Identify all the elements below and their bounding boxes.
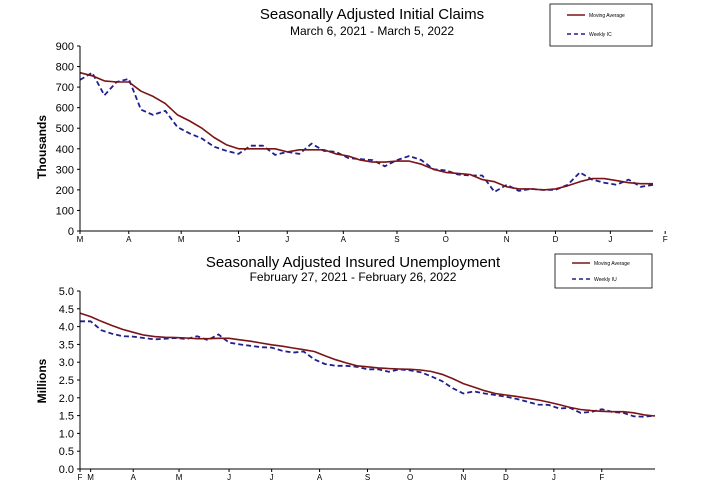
chart1-y-tick-label: 600 bbox=[56, 103, 74, 115]
chart1-x-tick-label: D bbox=[553, 235, 559, 244]
chart1-ylabel: Thousands bbox=[35, 115, 49, 179]
chart1-x-tick-label: A bbox=[341, 235, 347, 244]
chart2-legend-ma-label: Moving Average bbox=[594, 261, 630, 267]
chart1-y-tick-label: 400 bbox=[56, 144, 74, 156]
chart2-ylabel: Millions bbox=[35, 358, 49, 403]
chart1-y-tick-label: 0 bbox=[68, 226, 74, 238]
chart1-y-tick-label: 300 bbox=[56, 164, 74, 176]
chart2-x-tick-label: F bbox=[78, 473, 83, 482]
chart2-y-tick-label: 3.5 bbox=[59, 339, 74, 351]
chart1-title: Seasonally Adjusted Initial Claims bbox=[260, 6, 484, 23]
chart1-legend-ma-label: Moving Average bbox=[589, 13, 625, 19]
chart2-y-tick-label: 5.0 bbox=[59, 286, 74, 298]
chart2-y-tick-label: 1.0 bbox=[59, 428, 74, 440]
chart1-y-tick-label: 200 bbox=[56, 185, 74, 197]
chart2-legend-box bbox=[554, 253, 653, 289]
chart2-y-tick-label: 4.0 bbox=[59, 322, 74, 334]
chart2-y-axis: 0.0 0.5 1.0 1.5 2.0 2.5 3.0 3.5 4.0 4.5 5.0 bbox=[59, 286, 80, 476]
chart1-x-tick-label: J bbox=[236, 235, 240, 244]
chart2-x-tick-label: J bbox=[270, 473, 274, 482]
chart2-y-tick-label: 2.5 bbox=[59, 375, 74, 387]
chart1-x-tick-label: J bbox=[608, 235, 612, 244]
chart2-title: Seasonally Adjusted Insured Unemployment bbox=[206, 254, 501, 271]
chart1-legend: Moving Average Weekly IC bbox=[549, 3, 653, 47]
chart1-series-weekly-line bbox=[79, 71, 654, 193]
chart2-x-tick-label: A bbox=[131, 473, 137, 482]
chart2-x-tick-label: A bbox=[317, 473, 323, 482]
chart2-x-tick-label: D bbox=[503, 473, 509, 482]
chart-insured-unemployment: Seasonally Adjusted Insured Unemployment… bbox=[35, 253, 656, 482]
chart-initial-claims: Seasonally Adjusted Initial Claims March… bbox=[35, 3, 668, 244]
chart1-x-tick-label: J bbox=[285, 235, 289, 244]
chart2-x-tick-label: M bbox=[176, 473, 183, 482]
chart2-x-tick-label: S bbox=[365, 473, 370, 482]
chart1-x-axis: MAMJJASONDJFM bbox=[77, 231, 668, 244]
chart1-legend-box bbox=[549, 3, 653, 47]
chart2-x-tick-label: J bbox=[552, 473, 556, 482]
chart2-x-tick-label: M bbox=[87, 473, 94, 482]
chart2-legend: Moving Average Weekly IU bbox=[554, 253, 653, 289]
chart2-series-moving-average-line bbox=[79, 312, 656, 417]
chart2-x-tick-label: J bbox=[227, 473, 231, 482]
chart1-x-tick-label: S bbox=[394, 235, 399, 244]
chart1-series-moving-average-line bbox=[79, 71, 653, 191]
chart1-y-axis: 0 100 200 300 400 500 600 700 800 900 bbox=[56, 41, 80, 238]
chart2-y-tick-label: 0.5 bbox=[59, 446, 74, 458]
chart1-y-tick-label: 800 bbox=[56, 62, 74, 74]
chart1-y-tick-label: 900 bbox=[56, 41, 74, 53]
chart2-plot-area bbox=[79, 312, 656, 418]
chart1-x-tick-label: M bbox=[178, 235, 185, 244]
chart1-x-tick-label: O bbox=[443, 235, 449, 244]
chart2-x-tick-label: F bbox=[599, 473, 604, 482]
chart1-x-tick-label: N bbox=[504, 235, 510, 244]
chart1-y-tick-label: 700 bbox=[56, 82, 74, 94]
chart1-plot-area bbox=[79, 71, 654, 193]
chart2-y-tick-label: 1.5 bbox=[59, 411, 74, 423]
chart1-subtitle: March 6, 2021 - March 5, 2022 bbox=[290, 24, 454, 38]
chart1-legend-weekly-label: Weekly IC bbox=[589, 32, 612, 38]
chart2-y-tick-label: 2.0 bbox=[59, 393, 74, 405]
chart2-y-tick-label: 3.0 bbox=[59, 357, 74, 369]
chart2-series-weekly-line bbox=[80, 320, 656, 418]
chart1-y-tick-label: 500 bbox=[56, 123, 74, 135]
chart2-x-tick-label: O bbox=[407, 473, 413, 482]
chart2-y-tick-label: 0.0 bbox=[59, 464, 74, 476]
chart1-x-tick-label: M bbox=[77, 235, 84, 244]
chart1-x-tick-label: F bbox=[663, 235, 668, 244]
chart2-legend-weekly-label: Weekly IU bbox=[594, 277, 617, 283]
chart2-y-tick-label: 4.5 bbox=[59, 304, 74, 316]
chart1-y-tick-label: 100 bbox=[56, 205, 74, 217]
chart1-x-tick-label: A bbox=[126, 235, 132, 244]
chart2-x-tick-label: N bbox=[460, 473, 466, 482]
chart2-subtitle: February 27, 2021 - February 26, 2022 bbox=[250, 270, 457, 284]
